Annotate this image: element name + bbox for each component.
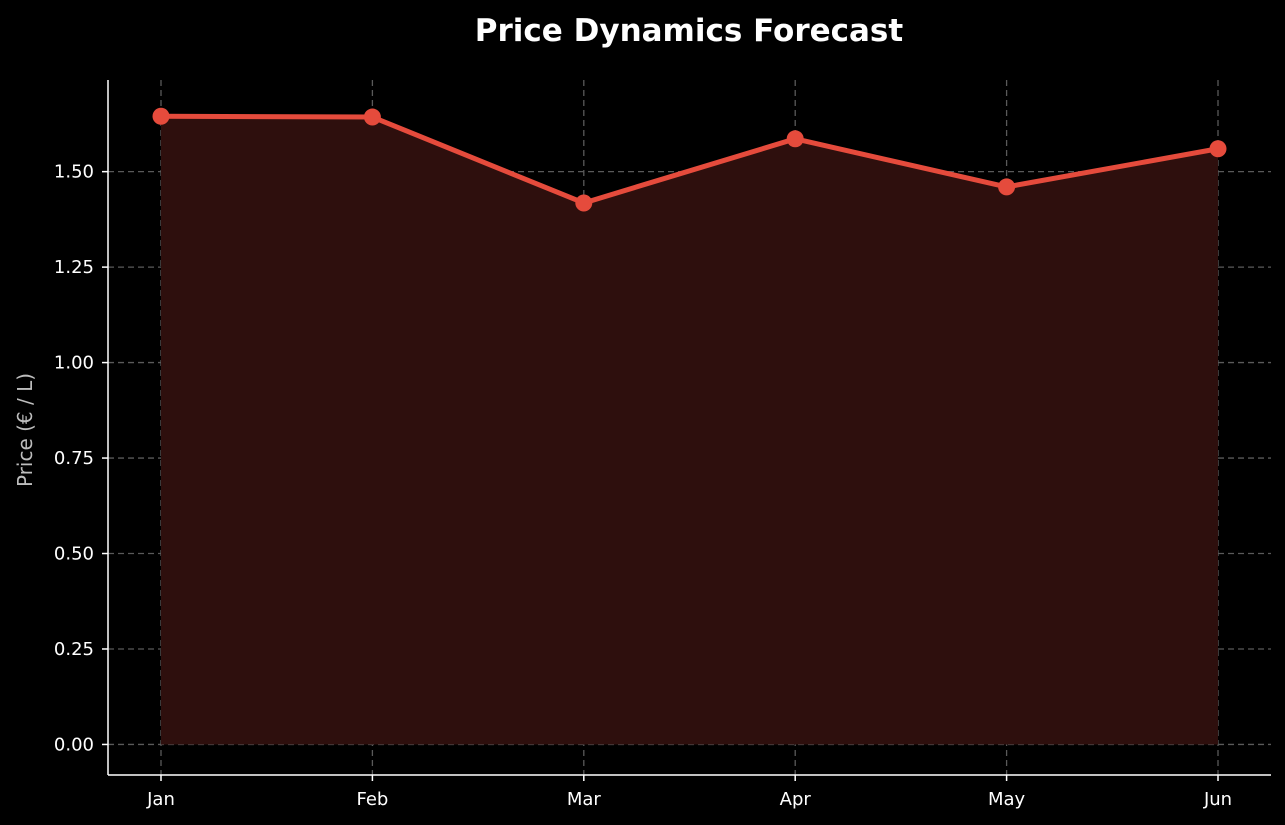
x-tick-label: Apr (780, 789, 812, 810)
y-tick-label: 0.50 (54, 544, 94, 565)
x-tick-label: May (988, 789, 1026, 810)
x-tick-label: Jun (1203, 789, 1232, 810)
y-tick-label: 1.00 (54, 353, 94, 374)
x-tick-label: Feb (356, 789, 388, 810)
data-point (998, 178, 1016, 196)
series-area-fill (161, 116, 1218, 745)
tick-labels: 0.00 0.25 0.50 0.75 1.00 1.25 1.50 Jan Feb Mar Apr… (54, 162, 1232, 810)
data-point (575, 194, 593, 212)
series-line (158, 113, 1221, 206)
data-point (1209, 140, 1227, 158)
y-tick-label: 0.00 (54, 734, 94, 755)
data-point (363, 108, 381, 126)
y-tick-label: 1.25 (54, 257, 94, 278)
data-point (152, 107, 170, 125)
series-line-layer (158, 113, 1221, 206)
x-tick-label: Jan (146, 789, 175, 810)
chart-title: Price Dynamics Forecast (475, 13, 904, 49)
y-tick-label: 1.50 (54, 162, 94, 183)
y-axis-label: Price (€ / L) (13, 373, 37, 487)
y-tick-label: 0.75 (54, 448, 94, 469)
axes (102, 80, 1271, 781)
x-tick-label: Mar (567, 789, 602, 810)
y-tick-label: 0.25 (54, 639, 94, 660)
area-fill-layer (161, 116, 1218, 745)
data-points-layer (152, 107, 1227, 212)
data-point (786, 130, 804, 148)
